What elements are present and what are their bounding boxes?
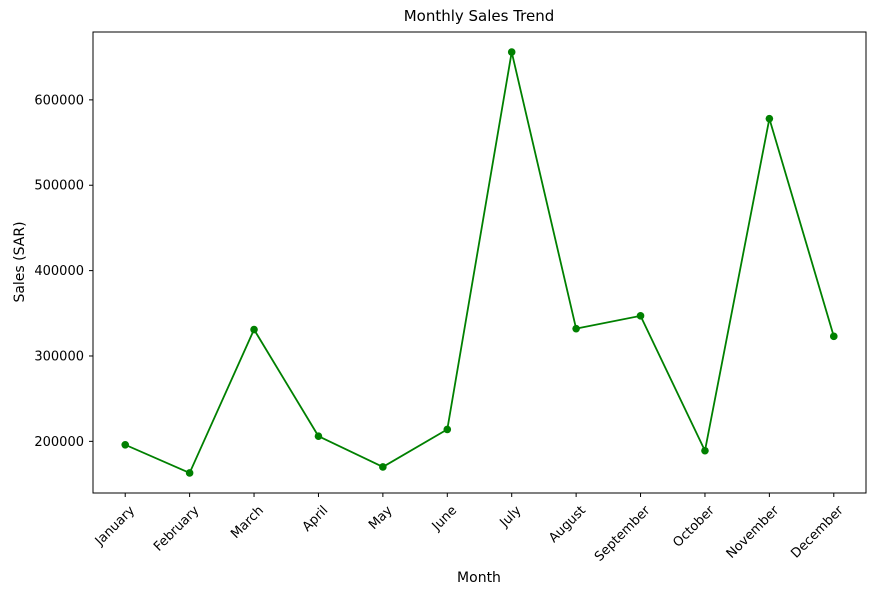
y-axis-label: Sales (SAR) [12, 221, 28, 302]
data-point-marker [829, 332, 838, 341]
data-point-marker [314, 432, 323, 441]
sales-series [121, 48, 838, 477]
y-tick-label: 200000 [34, 435, 84, 450]
y-tick-label: 500000 [34, 179, 84, 194]
x-tick-label: October [670, 503, 718, 551]
data-point-marker [636, 312, 645, 320]
data-point-marker [507, 48, 516, 56]
x-axis-label: Month [457, 570, 501, 586]
data-point-marker [701, 446, 709, 455]
x-axis-ticks: January February March April May June July Augu… [92, 493, 847, 565]
x-tick-label: December [788, 503, 847, 562]
series-line [124, 51, 835, 474]
x-tick-label: April [300, 503, 332, 535]
data-point-marker [121, 440, 130, 449]
x-tick-label: February [151, 503, 203, 555]
x-tick-label: May [366, 503, 396, 533]
data-point-marker [572, 324, 580, 333]
x-tick-label: August [546, 503, 589, 546]
x-tick-label: March [228, 503, 267, 542]
x-tick-label: November [724, 503, 783, 562]
y-axis-ticks: 200000 300000 400000 500000 600000 [34, 93, 93, 450]
y-tick-label: 400000 [34, 264, 84, 279]
data-point-marker [765, 114, 774, 123]
chart-title: Monthly Sales Trend [404, 7, 555, 25]
x-tick-label: June [429, 503, 460, 534]
y-tick-label: 600000 [34, 93, 84, 108]
data-point-marker [250, 325, 258, 334]
data-point-marker [443, 425, 452, 434]
data-point-marker [185, 469, 194, 477]
x-tick-label: July [497, 503, 525, 531]
x-tick-label: January [92, 503, 138, 549]
data-point-marker [379, 463, 387, 471]
plot-area [92, 31, 867, 494]
x-tick-label: September [592, 503, 654, 565]
y-tick-label: 300000 [34, 349, 84, 364]
